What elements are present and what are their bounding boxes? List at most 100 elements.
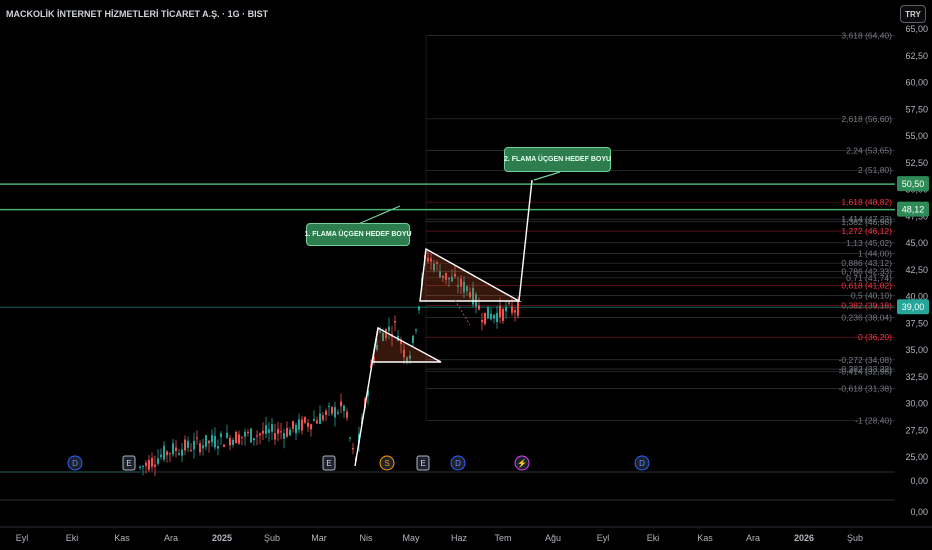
candle-body <box>295 424 297 434</box>
svg-text:E: E <box>126 459 131 468</box>
x-tick-label: Ağu <box>545 533 561 543</box>
candle-body <box>490 313 492 320</box>
candle-body <box>241 436 243 438</box>
candle-body <box>457 285 459 287</box>
y-tick-label: 60,00 <box>905 78 928 88</box>
candle-body <box>190 450 192 452</box>
candle-body <box>253 438 255 441</box>
fib-level-label: 2 (51,80) <box>858 165 892 175</box>
y-tick-label: 62,50 <box>905 51 928 61</box>
fib-level-label: 0,5 (40,10) <box>851 290 892 300</box>
candle-body <box>208 440 210 444</box>
fib-level-label: -0,414 (32,98) <box>839 367 893 377</box>
svg-text:D: D <box>639 459 645 468</box>
candle-body <box>484 312 486 324</box>
candle-body <box>187 440 189 448</box>
earnings-event-icon[interactable]: E <box>122 455 136 471</box>
candle-body <box>232 439 234 445</box>
flag1-target-callout: 1. FLAMA ÜÇGEN HEDEF BOYU <box>304 223 412 246</box>
candle-body <box>310 424 312 430</box>
candle-body <box>373 357 375 363</box>
news-event-icon[interactable]: ⚡ <box>514 455 530 471</box>
candle-body <box>196 437 198 439</box>
candle-body <box>334 407 336 418</box>
x-tick-label: Kas <box>697 533 713 543</box>
symbol-title: MACKOLİK İNTERNET HİZMETLERİ TİCARET A.Ş… <box>6 9 269 19</box>
last-price-label: 39,00 <box>902 302 925 312</box>
candle-body <box>256 435 258 437</box>
candle-body <box>214 435 216 448</box>
fib-level-label: -0,382 (33,22) <box>839 364 893 374</box>
candle-body <box>316 420 318 424</box>
fib-level-label: -0,618 (31,38) <box>839 384 893 394</box>
dividend-event-icon[interactable]: D <box>67 455 83 471</box>
candle-body <box>280 431 282 433</box>
candle-body <box>244 431 246 437</box>
earnings-event-icon[interactable]: E <box>322 455 336 471</box>
candle-body <box>268 429 270 433</box>
candle-body <box>145 462 147 466</box>
pennant-2-triangle <box>419 247 522 302</box>
candle-body <box>505 307 507 312</box>
fib-level-label: 2,618 (56,60) <box>841 114 892 124</box>
candle-body <box>508 302 510 304</box>
fib-level-label: 0,786 (42,33) <box>841 267 892 277</box>
currency-button[interactable]: TRY <box>900 5 926 23</box>
candle-body <box>325 410 327 415</box>
candle-body <box>217 446 219 449</box>
candle-body <box>274 433 276 440</box>
candle-body <box>430 258 432 262</box>
candle-body <box>154 464 156 467</box>
candle-body <box>307 422 309 427</box>
y-tick-label: 57,50 <box>905 104 928 114</box>
candle-body <box>220 433 222 437</box>
candle-body <box>238 434 240 444</box>
level-price-label: 48,12 <box>902 205 925 215</box>
fib-level-label: 1,272 (46,12) <box>841 226 892 236</box>
candle-body <box>382 332 384 342</box>
candle-body <box>184 439 186 451</box>
candle-body <box>403 349 405 358</box>
candle-body <box>226 432 228 438</box>
candle-body <box>469 292 471 298</box>
candle-body <box>193 440 195 450</box>
fib-level-label: 0,71 (41,74) <box>846 273 892 283</box>
split-event-icon[interactable]: S <box>379 455 395 471</box>
candle-body <box>400 339 402 345</box>
flag2-callout-pointer <box>533 171 561 181</box>
candle-body <box>286 427 288 437</box>
candle-body <box>481 320 483 323</box>
candle-body <box>163 445 165 460</box>
y-tick-label: 32,50 <box>905 372 928 382</box>
candle-body <box>367 390 369 396</box>
y-tick-label: 55,00 <box>905 131 928 141</box>
candle-body <box>175 447 177 451</box>
candle-body <box>502 309 504 321</box>
dividend-event-icon[interactable]: D <box>450 455 466 471</box>
candle-body <box>292 421 294 429</box>
y-tick-label: 52,50 <box>905 158 928 168</box>
candle-body <box>493 314 495 319</box>
x-tick-label: May <box>402 533 420 543</box>
x-tick-label: Nis <box>360 533 373 543</box>
candle-body <box>181 449 183 456</box>
fib-level-label: 1,13 (45,02) <box>846 238 892 248</box>
candle-body <box>199 443 201 453</box>
level-price-tag <box>897 201 929 217</box>
candle-body <box>478 305 480 310</box>
candle-body <box>442 275 444 278</box>
candle-body <box>259 433 261 436</box>
earnings-event-icon[interactable]: E <box>416 455 430 471</box>
candle-body <box>142 465 144 467</box>
candle-body <box>418 306 420 311</box>
candle-body <box>517 299 519 316</box>
candle-body <box>223 444 225 447</box>
lower-pane-tick-label: 0,00 <box>910 507 928 517</box>
candle-body <box>247 431 249 434</box>
candle-body <box>211 435 213 443</box>
y-tick-label: 30,00 <box>905 399 928 409</box>
dividend-event-icon[interactable]: D <box>634 455 650 471</box>
fib-level-label: 1,414 (47,23) <box>841 214 892 224</box>
x-tick-label: Ara <box>746 533 760 543</box>
